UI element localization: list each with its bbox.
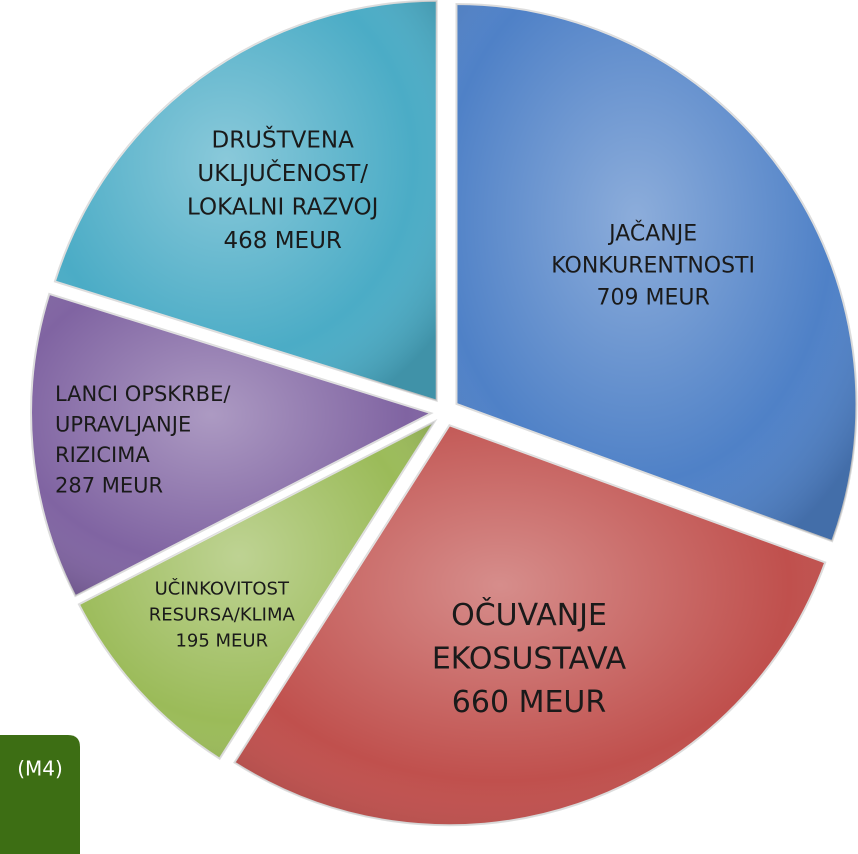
value-label: 287 MEUR <box>55 473 163 497</box>
slice-shine <box>234 425 826 826</box>
slice-label: RIZICIMA <box>55 443 150 467</box>
slice-shine <box>54 0 437 401</box>
slice-label: JAČANJE <box>607 221 697 247</box>
slice-label: UKLJUČENOST/ <box>197 159 368 187</box>
slice-label: LANCI OPSKRBE/ <box>55 382 231 406</box>
slice-label: LOKALNI RAZVOJ <box>187 194 378 220</box>
slice-shine <box>456 3 857 542</box>
tag-label: (M4) <box>17 757 63 781</box>
slice-label: DRUŠTVENA <box>211 126 354 154</box>
slice-label: OČUVANJE <box>451 596 607 633</box>
value-label: 195 MEUR <box>175 631 268 652</box>
slice-shine <box>78 421 435 759</box>
value-label: 660 MEUR <box>452 685 606 720</box>
tag-box <box>0 735 80 854</box>
slice-label: UPRAVLJANJE <box>55 412 191 436</box>
slice-label: RESURSA/KLIMA <box>149 604 296 625</box>
slice-label: EKOSUSTAVA <box>432 642 627 677</box>
value-label: 468 MEUR <box>223 228 341 254</box>
slice-label: KONKURENTNOSTI <box>551 253 755 278</box>
slice-shine <box>31 293 432 597</box>
value-label: 709 MEUR <box>597 285 710 310</box>
slice-label: UČINKOVITOST <box>155 577 290 599</box>
